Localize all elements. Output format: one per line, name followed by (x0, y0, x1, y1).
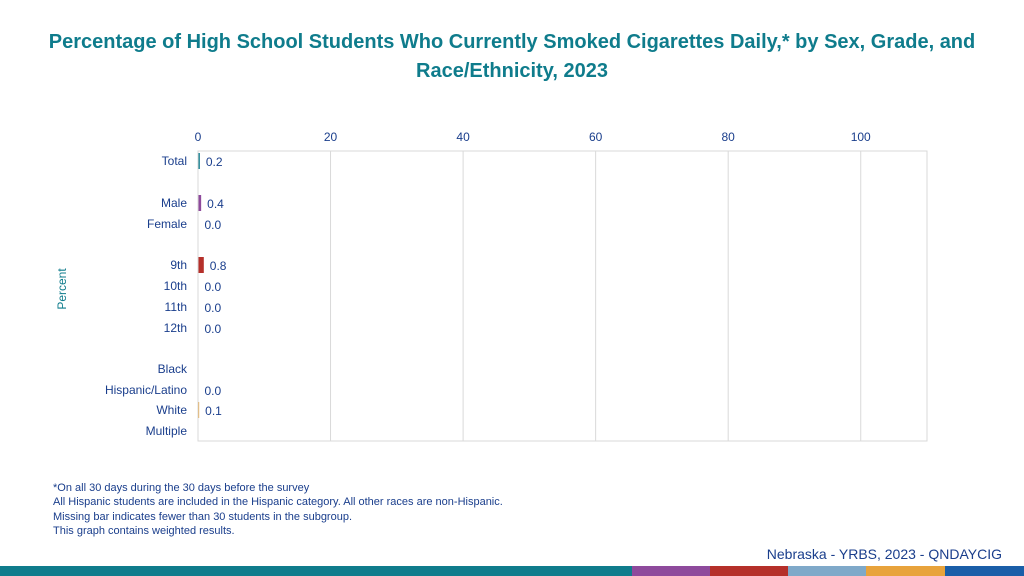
category-label: 9th (170, 258, 187, 272)
strip-segment (0, 566, 632, 576)
y-axis-title: Percent (55, 268, 69, 310)
footnotes: *On all 30 days during the 30 days befor… (53, 481, 503, 538)
x-tick-label: 80 (722, 130, 736, 144)
category-label: Multiple (146, 424, 188, 438)
plot-frame (197, 150, 928, 442)
strip-segment (945, 566, 1024, 576)
bar-chart: 0 20 40 60 80 100 Percent Total 0.2 Male 0.4 Female… (55, 130, 928, 442)
x-tick-label: 100 (851, 130, 871, 144)
footnote-4: This graph contains weighted results. (53, 524, 235, 537)
bar (198, 195, 202, 211)
value-label: 0.0 (205, 280, 222, 294)
value-label: 0.0 (205, 301, 222, 315)
value-label: 0.2 (206, 155, 223, 169)
category-label: Hispanic/Latino (105, 383, 187, 397)
category-label: Male (161, 196, 187, 210)
strip-segment (710, 566, 788, 576)
x-tick-label: 20 (324, 130, 338, 144)
x-tick-label: 0 (195, 130, 202, 144)
category-label: 12th (164, 321, 187, 335)
source-label: Nebraska - YRBS, 2023 - QNDAYCIG (766, 546, 1002, 562)
x-tick-label: 40 (456, 130, 470, 144)
strip-segment (866, 566, 945, 576)
value-label: 0.0 (205, 384, 222, 398)
category-label: Total (162, 154, 187, 168)
footnote-3: Missing bar indicates fewer than 30 stud… (53, 510, 353, 523)
footnote-2: All Hispanic students are included in th… (53, 496, 503, 509)
value-label: 0.0 (205, 322, 222, 336)
strip-segment (632, 566, 710, 576)
category-label: 10th (164, 279, 187, 293)
bar (198, 153, 200, 169)
value-label: 0.4 (207, 197, 224, 211)
strip-segment (788, 566, 866, 576)
chart-title: Percentage of High School Students Who C… (48, 31, 976, 82)
category-label: Black (158, 362, 188, 376)
category-label: White (156, 403, 187, 417)
value-label: 0.0 (205, 218, 222, 232)
bar (198, 402, 200, 418)
value-label: 0.1 (205, 404, 222, 418)
color-strip (0, 566, 1024, 576)
category-label: Female (147, 217, 187, 231)
x-tick-label: 60 (589, 130, 603, 144)
footnote-1: *On all 30 days during the 30 days befor… (53, 482, 310, 494)
value-label: 0.8 (210, 259, 227, 273)
bar (198, 257, 204, 273)
category-label: 11th (165, 300, 187, 314)
